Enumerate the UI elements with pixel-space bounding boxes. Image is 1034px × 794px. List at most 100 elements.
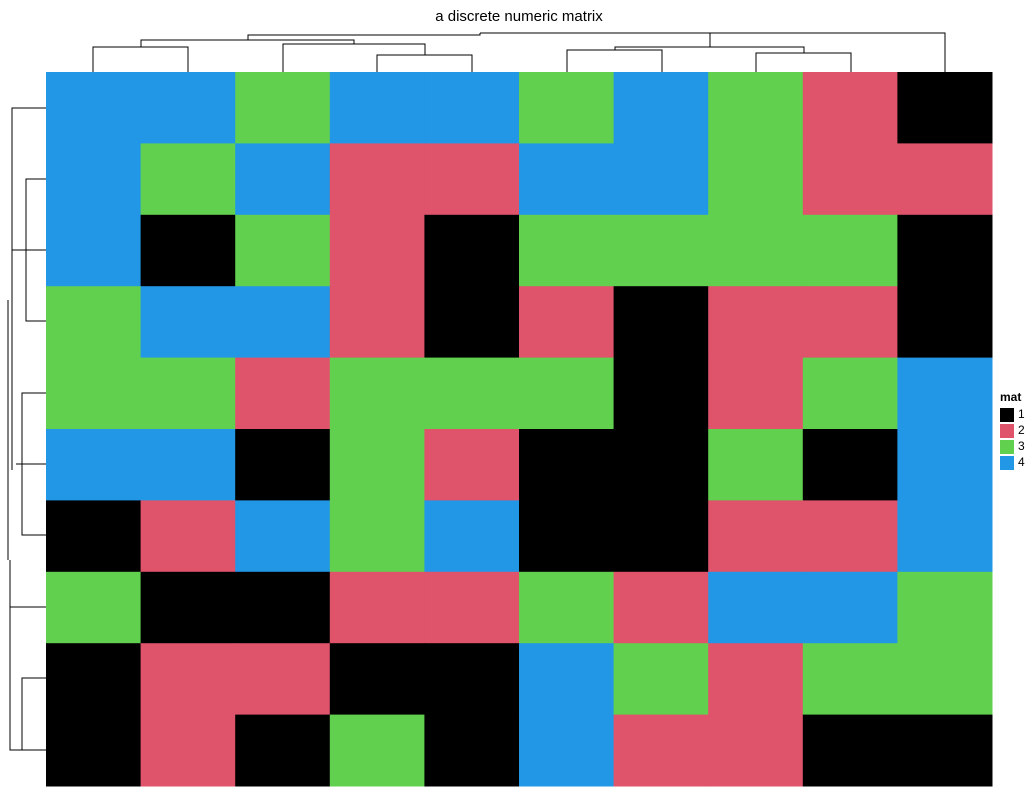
- heatmap-cell: [802, 143, 898, 216]
- heatmap-cell: [424, 714, 520, 787]
- heatmap-cell: [708, 714, 804, 787]
- heatmap-cell: [802, 357, 898, 430]
- legend-swatch: [1000, 440, 1014, 454]
- heatmap-cell: [519, 500, 615, 573]
- heatmap-cell: [424, 571, 520, 644]
- heatmap-cell: [235, 143, 331, 216]
- heatmap-cell: [897, 429, 993, 501]
- heatmap-cell: [46, 714, 142, 787]
- heatmap-cell: [235, 286, 331, 359]
- heatmap-cell: [46, 286, 142, 359]
- heatmap-cell: [424, 72, 520, 144]
- heatmap-cell: [46, 214, 142, 287]
- heatmap-cell: [140, 500, 236, 573]
- heatmap-cell: [897, 286, 993, 359]
- heatmap-cell: [519, 214, 615, 287]
- heatmap-cell: [235, 429, 331, 501]
- heatmap-cell: [613, 714, 709, 787]
- heatmap-cell: [235, 714, 331, 787]
- legend-label: 3: [1018, 439, 1025, 453]
- heatmap-cell: [329, 357, 425, 430]
- heatmap-cell: [329, 714, 425, 787]
- heatmap-cell: [802, 429, 898, 501]
- heatmap-cell: [708, 143, 804, 216]
- heatmap-cell: [613, 357, 709, 430]
- heatmap-cell: [329, 286, 425, 359]
- legend-label: 1: [1018, 407, 1025, 421]
- heatmap-cell: [897, 357, 993, 430]
- heatmap-cell: [235, 500, 331, 573]
- heatmap-cell: [802, 214, 898, 287]
- heatmap-cell: [708, 643, 804, 716]
- heatmap-cell: [708, 286, 804, 359]
- column-dendrogram: [92, 32, 946, 72]
- heatmap-cell: [802, 72, 898, 144]
- heatmap-cell: [802, 286, 898, 359]
- heatmap-cell: [46, 143, 142, 216]
- heatmap-cell: [519, 429, 615, 501]
- heatmap-cell: [897, 214, 993, 287]
- heatmap-cell: [519, 72, 615, 144]
- heatmap-cell: [519, 643, 615, 716]
- heatmap-cell: [708, 429, 804, 501]
- heatmap-cell: [46, 429, 142, 501]
- heatmap-cell: [140, 571, 236, 644]
- heatmap-cell: [519, 143, 615, 216]
- heatmap-cell: [329, 143, 425, 216]
- heatmap-cell: [897, 500, 993, 573]
- legend-swatch: [1000, 424, 1014, 438]
- heatmap-cell: [140, 72, 236, 144]
- row-dendrogram: [7, 107, 46, 751]
- heatmap-cell: [613, 143, 709, 216]
- heatmap-cell: [235, 214, 331, 287]
- heatmap-cell: [329, 643, 425, 716]
- chart-title: a discrete numeric matrix: [435, 8, 603, 25]
- heatmap-cell: [424, 357, 520, 430]
- heatmap-cell: [140, 643, 236, 716]
- heatmap-cell: [897, 714, 993, 787]
- heatmap-cell: [329, 500, 425, 573]
- heatmap-cell: [897, 72, 993, 144]
- heatmap-cell: [897, 643, 993, 716]
- legend-swatch: [1000, 408, 1014, 422]
- heatmap-cell: [329, 214, 425, 287]
- heatmap-cell: [140, 214, 236, 287]
- heatmap-cell: [519, 286, 615, 359]
- heatmap-cell: [802, 500, 898, 573]
- heatmap-cell: [802, 571, 898, 644]
- heatmap-cell: [235, 571, 331, 644]
- heatmap-cell: [613, 571, 709, 644]
- heatmap-cell: [140, 714, 236, 787]
- heatmap-cell: [140, 286, 236, 359]
- heatmap-cell: [802, 643, 898, 716]
- heatmap-cell: [140, 143, 236, 216]
- heatmap-cell: [613, 214, 709, 287]
- legend-label: 2: [1018, 423, 1025, 437]
- heatmap-cell: [519, 714, 615, 787]
- heatmap-cell: [708, 72, 804, 144]
- legend-swatch: [1000, 456, 1014, 470]
- heatmap-cell: [424, 643, 520, 716]
- heatmap-cell: [329, 72, 425, 144]
- heatmap-cell: [708, 571, 804, 644]
- heatmap-cell: [424, 286, 520, 359]
- heatmap-cell: [235, 72, 331, 144]
- heatmap-cell: [897, 571, 993, 644]
- heatmap-cell: [613, 286, 709, 359]
- heatmap-cell: [46, 643, 142, 716]
- heatmap-cell: [802, 714, 898, 787]
- legend-title: mat: [1000, 390, 1021, 404]
- heatmap-cell: [613, 72, 709, 144]
- heatmap-cell: [46, 571, 142, 644]
- heatmap-cell: [235, 357, 331, 430]
- heatmap-cell: [46, 72, 142, 144]
- heatmap-cell: [424, 214, 520, 287]
- heatmap-cell: [329, 571, 425, 644]
- heatmap-cell: [613, 429, 709, 501]
- heatmap-cell: [424, 429, 520, 501]
- heatmap-cell: [613, 500, 709, 573]
- heatmap-cell: [46, 357, 142, 430]
- legend-label: 4: [1018, 455, 1025, 469]
- heatmap-cell: [424, 143, 520, 216]
